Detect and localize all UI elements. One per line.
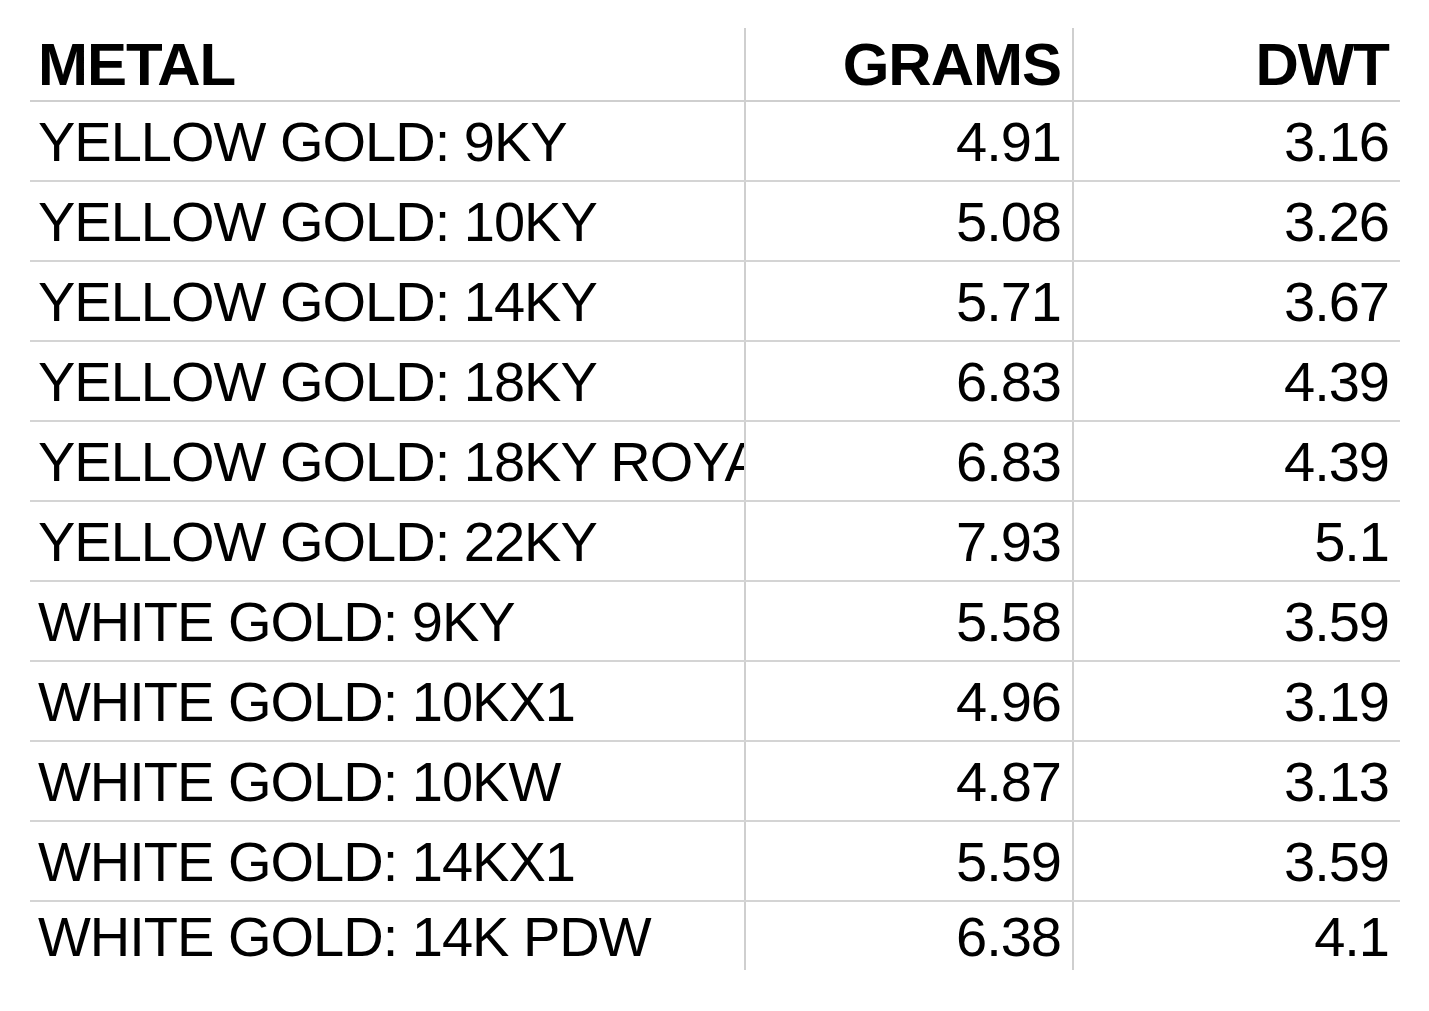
grams-cell: 5.08 [745,181,1073,261]
grams-cell: 4.87 [745,741,1073,821]
dwt-cell: 3.59 [1073,821,1400,901]
table-row: WHITE GOLD: 14K PDW 6.38 4.1 [30,901,1400,970]
metal-cell: WHITE GOLD: 9KY [30,581,745,661]
table-row: YELLOW GOLD: 10KY 5.08 3.26 [30,181,1400,261]
metal-cell: YELLOW GOLD: 22KY [30,501,745,581]
grams-cell: 6.83 [745,341,1073,421]
header-row: METAL GRAMS DWT [30,28,1400,101]
table-row: YELLOW GOLD: 22KY 7.93 5.1 [30,501,1400,581]
metal-cell: YELLOW GOLD: 9KY [30,101,745,181]
dwt-cell: 3.59 [1073,581,1400,661]
grams-cell: 5.58 [745,581,1073,661]
dwt-cell: 3.16 [1073,101,1400,181]
metal-cell: YELLOW GOLD: 18KY [30,341,745,421]
table-row: WHITE GOLD: 10KX1 4.96 3.19 [30,661,1400,741]
grams-cell: 5.59 [745,821,1073,901]
metal-weight-table-container: METAL GRAMS DWT YELLOW GOLD: 9KY 4.91 3.… [30,28,1400,970]
metal-cell: WHITE GOLD: 14KX1 [30,821,745,901]
metal-cell: YELLOW GOLD: 18KY ROYAL [30,421,745,501]
dwt-column-header: DWT [1073,28,1400,101]
dwt-cell: 4.1 [1073,901,1400,970]
dwt-cell: 3.67 [1073,261,1400,341]
dwt-cell: 4.39 [1073,341,1400,421]
table-row: WHITE GOLD: 14KX1 5.59 3.59 [30,821,1400,901]
dwt-cell: 5.1 [1073,501,1400,581]
metal-weight-table: METAL GRAMS DWT YELLOW GOLD: 9KY 4.91 3.… [30,28,1400,970]
dwt-cell: 3.13 [1073,741,1400,821]
dwt-cell: 3.26 [1073,181,1400,261]
metal-cell: WHITE GOLD: 10KW [30,741,745,821]
table-row: YELLOW GOLD: 18KY 6.83 4.39 [30,341,1400,421]
table-row: WHITE GOLD: 10KW 4.87 3.13 [30,741,1400,821]
grams-cell: 5.71 [745,261,1073,341]
metal-cell: WHITE GOLD: 10KX1 [30,661,745,741]
table-row: YELLOW GOLD: 18KY ROYAL 6.83 4.39 [30,421,1400,501]
metal-cell: YELLOW GOLD: 14KY [30,261,745,341]
grams-cell: 6.83 [745,421,1073,501]
metal-column-header: METAL [30,28,745,101]
grams-cell: 7.93 [745,501,1073,581]
metal-cell: WHITE GOLD: 14K PDW [30,901,745,970]
table-row: YELLOW GOLD: 9KY 4.91 3.16 [30,101,1400,181]
grams-cell: 4.91 [745,101,1073,181]
grams-cell: 4.96 [745,661,1073,741]
table-row: WHITE GOLD: 9KY 5.58 3.59 [30,581,1400,661]
grams-cell: 6.38 [745,901,1073,970]
dwt-cell: 4.39 [1073,421,1400,501]
table-row: YELLOW GOLD: 14KY 5.71 3.67 [30,261,1400,341]
metal-cell: YELLOW GOLD: 10KY [30,181,745,261]
grams-column-header: GRAMS [745,28,1073,101]
dwt-cell: 3.19 [1073,661,1400,741]
